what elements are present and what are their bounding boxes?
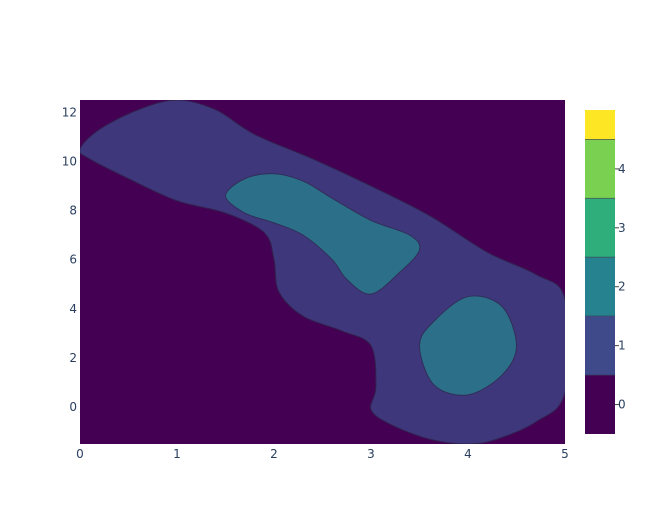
y-axis: 0 2 4 6 8 10 12 (62, 105, 77, 414)
contour-region-level-2-lower-island (418, 295, 518, 396)
colorbar-band (585, 110, 615, 140)
colorbar-band (585, 198, 615, 258)
colorbar-tick-label: 1 (618, 339, 626, 353)
y-tick-label: 4 (69, 302, 77, 316)
x-tick-label: 2 (270, 447, 278, 461)
y-tick-label: 0 (69, 400, 77, 414)
y-tick-label: 12 (62, 105, 77, 119)
plot-area[interactable] (80, 100, 569, 444)
colorbar-tick-label: 4 (618, 162, 626, 176)
x-tick-label: 1 (173, 447, 181, 461)
colorbar-tick-label: 2 (618, 280, 626, 294)
x-tick-label: 4 (464, 447, 472, 461)
colorbar-band (585, 375, 615, 434)
colorbar-band (585, 316, 615, 376)
colorbar-tick-label: 3 (618, 221, 626, 235)
x-tick-label: 3 (367, 447, 375, 461)
x-tick-label: 5 (561, 447, 569, 461)
colorbar-band (585, 257, 615, 317)
colorbar-band (585, 139, 615, 199)
colorbar: 0 1 2 3 4 (585, 110, 626, 434)
x-tick-label: 0 (76, 447, 84, 461)
colorbar-tick-label: 0 (618, 398, 626, 412)
x-axis: 0 1 2 3 4 5 (76, 447, 569, 461)
y-tick-label: 6 (69, 253, 77, 267)
y-tick-label: 2 (69, 351, 77, 365)
y-tick-label: 8 (69, 204, 77, 218)
contour-region-level-2-upper-island (224, 173, 421, 295)
y-tick-label: 10 (62, 154, 77, 168)
